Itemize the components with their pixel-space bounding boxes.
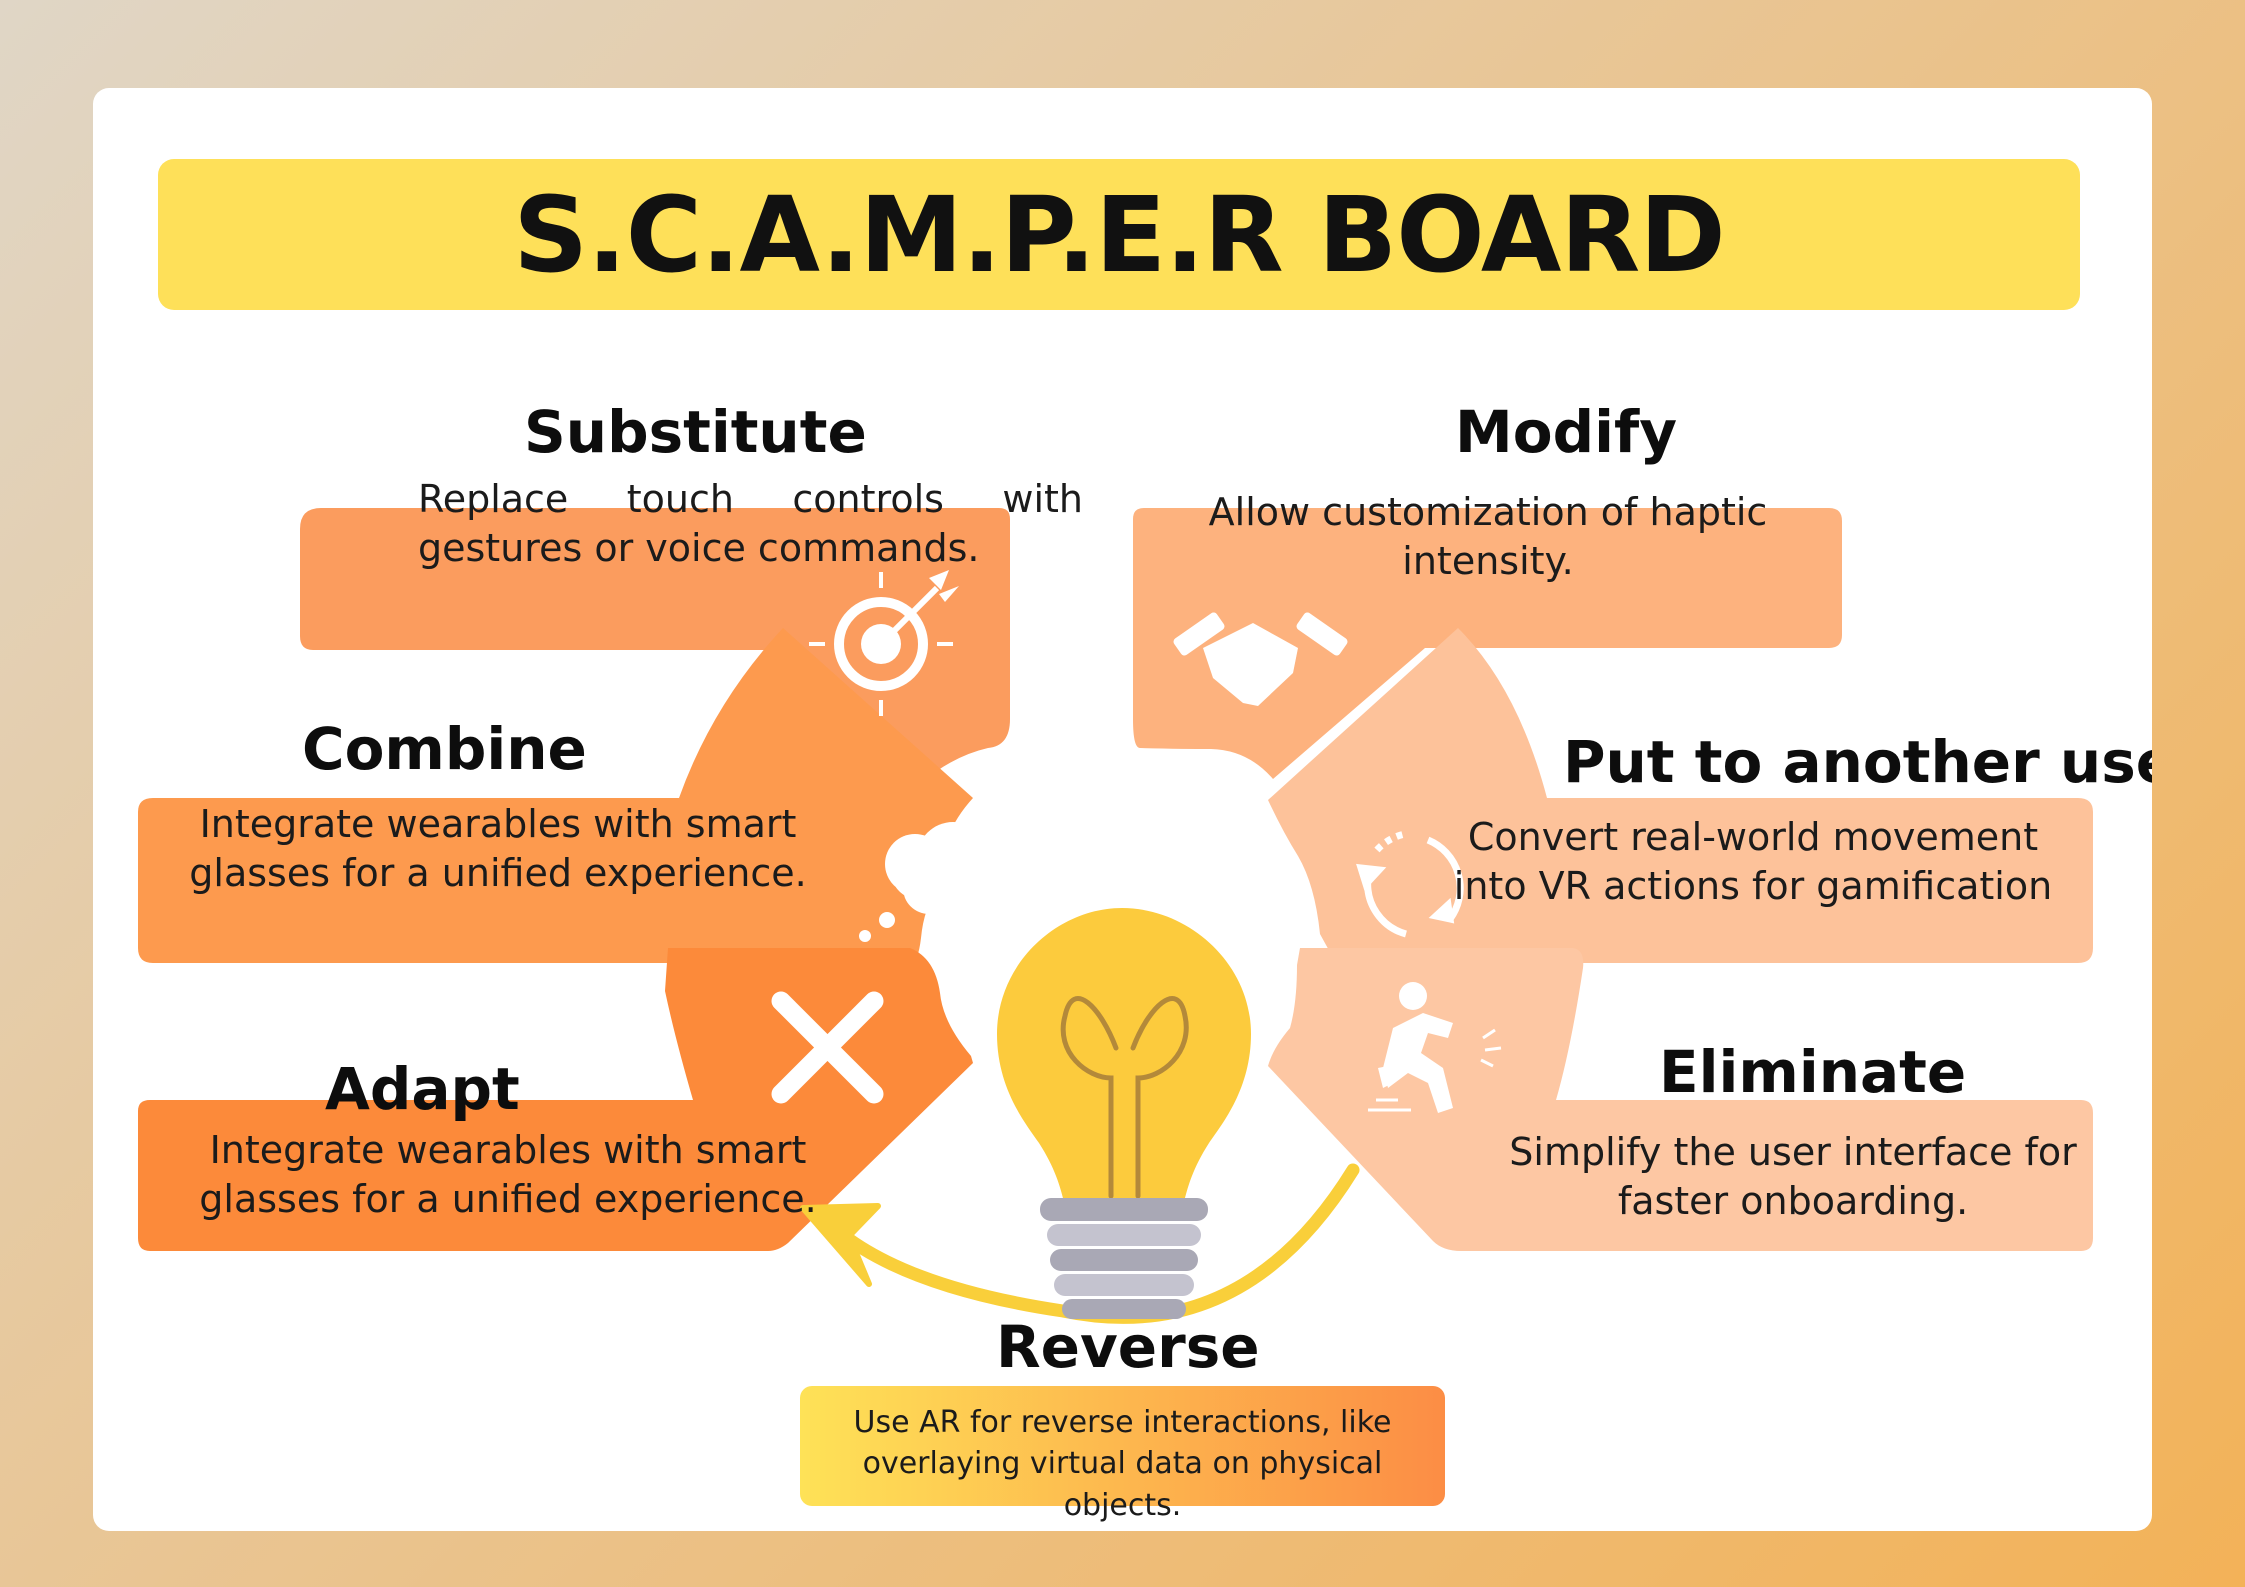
reverse-text: Use AR for reverse interactions, like ov… [853,1405,1392,1523]
combine-text: Integrate wearables with smart glasses f… [189,802,807,896]
eliminate-petal [1268,948,2093,1251]
substitute-petal [300,508,1010,783]
combine-petal [138,628,973,963]
board-title: S.C.A.M.P.E.R BOARD [513,173,1725,296]
thought-bubble-icon [859,822,989,942]
eliminate-text: Simplify the user interface for faster o… [1509,1130,2077,1224]
put-to-another-use-heading: Put to another use [1563,728,2152,796]
put-to-another-use-petal [1268,628,2093,963]
light-bulb-icon [997,908,1251,1319]
combine-heading: Combine [302,715,587,783]
handshake-icon [1173,612,1348,706]
cycle-arrows-icon [1356,830,1464,938]
adapt-heading: Adapt [325,1055,520,1123]
adapt-petal [138,948,973,1251]
put-to-another-use-text: Convert real-world movement into VR acti… [1453,815,2053,909]
cross-icon [771,991,884,1104]
eliminate-heading: Eliminate [1659,1038,1967,1106]
reverse-heading: Reverse [996,1313,1260,1381]
slipping-person-icon [1368,982,1502,1113]
substitute-text: Replace touch controls with gestures or … [418,477,1083,571]
target-icon [809,570,959,716]
modify-text: Allow customization of haptic intensity. [1208,490,1768,584]
board-card: S.C.A.M.P.E.R BOARD [93,88,2152,1531]
modify-heading: Modify [1455,398,1678,466]
adapt-text: Integrate wearables with smart glasses f… [199,1128,817,1222]
scamper-diagram [138,508,2093,1506]
substitute-heading: Substitute [524,398,867,466]
reverse-box [800,1386,1445,1506]
title-bar: S.C.A.M.P.E.R BOARD [158,159,2080,310]
